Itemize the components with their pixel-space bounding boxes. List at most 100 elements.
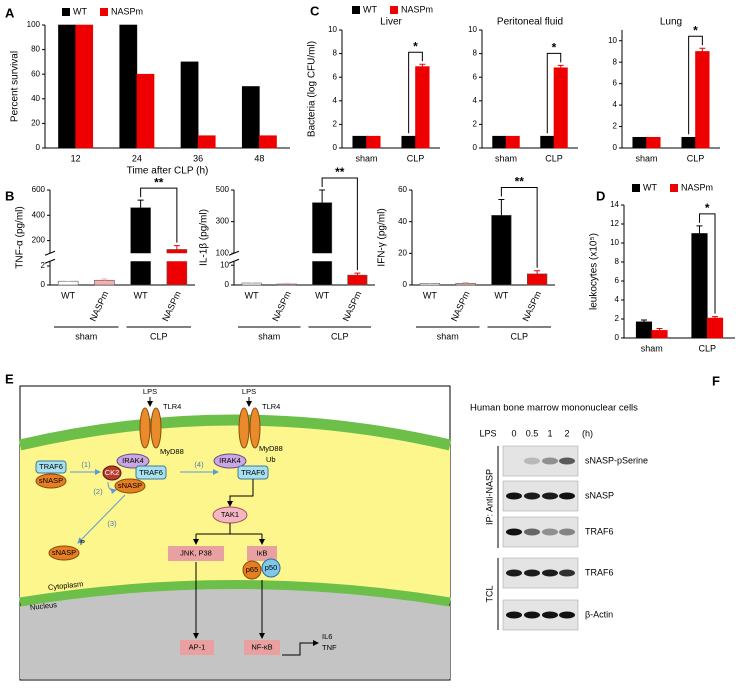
label: TLR4 (262, 402, 280, 411)
error-bar (696, 225, 703, 234)
legend-swatch (62, 8, 70, 16)
panel-label: D (596, 188, 605, 203)
blot-band (542, 457, 558, 465)
bar (635, 321, 653, 339)
legend-swatch (100, 8, 108, 16)
label: (4) (194, 460, 204, 469)
label: sNASP (39, 476, 63, 485)
blot-row-label: β-Actin (585, 609, 613, 619)
label: sNASP (52, 548, 76, 557)
y-axis-label: Percent survival (10, 51, 21, 122)
blot-band (542, 569, 558, 577)
y-tick-label: 0 (225, 280, 230, 289)
panel-label: C (310, 3, 320, 18)
y-tick-label: 4 (613, 100, 618, 109)
error-bar (426, 281, 433, 284)
y-tick-label: 0 (473, 143, 478, 152)
x-tick-label: sham (635, 153, 657, 163)
x-tick-label: sham (641, 343, 663, 353)
group-label: sham (258, 331, 280, 341)
y-tick-label: 8 (333, 49, 338, 58)
x-tick-label: 12 (71, 153, 81, 163)
y-tick-label: 10 (328, 25, 337, 34)
blot-band (506, 611, 522, 619)
label: TLR4 (163, 402, 181, 411)
error-bar (65, 279, 72, 282)
blot-band (559, 611, 575, 619)
legend-swatch (670, 184, 678, 192)
axis-break-mark (228, 250, 240, 264)
blot-band (506, 528, 522, 536)
legend-label: WT (643, 182, 657, 192)
y-tick-label: 0 (41, 280, 46, 289)
significance-bracket (408, 51, 423, 134)
label: Nucleus (29, 600, 57, 612)
bar (553, 67, 568, 149)
protein (48, 545, 80, 561)
bar (540, 135, 555, 149)
y-axis-label: TNF-α (pg/ml) (15, 206, 26, 268)
blot-row-label: sNASP (585, 490, 614, 500)
label: IL6 (322, 632, 332, 641)
x-tick-label: CLP (698, 343, 716, 353)
error-bar (699, 47, 706, 52)
protein (35, 460, 67, 474)
bar (646, 136, 661, 149)
y-tick-label: 600 (32, 185, 46, 194)
error-bar (656, 328, 663, 331)
y-tick-label: 2 (333, 120, 338, 129)
blot-band (506, 492, 522, 500)
x-tick-label: 24 (132, 153, 142, 163)
bar (419, 283, 441, 286)
legend-label: NASPm (111, 6, 143, 16)
error-bar (283, 282, 290, 285)
x-axis-label: Time after CLP (h) (127, 166, 209, 177)
blot-row-label: TRAF6 (585, 526, 614, 536)
axis-break (44, 253, 195, 262)
error-bar (419, 63, 426, 67)
bar (632, 136, 647, 149)
bar (259, 135, 277, 149)
bar (312, 202, 333, 286)
protein (35, 473, 67, 489)
blot-treatment: LPS (479, 428, 496, 438)
bar (347, 274, 368, 286)
y-tick-label: 60 (398, 185, 407, 194)
x-tick-label: WT (134, 290, 148, 300)
connector (196, 523, 262, 535)
nucleus-region (20, 588, 450, 679)
y-tick-label: 10 (468, 25, 477, 34)
y-tick-label: 6 (615, 276, 620, 285)
y-tick-label: 60 (31, 69, 40, 78)
significance-bracket (546, 52, 562, 134)
blot-group-label: TCL (484, 585, 494, 602)
label: (3) (107, 519, 117, 528)
bar (57, 280, 79, 286)
x-tick-label: NASPm (449, 290, 472, 323)
x-tick-label: sham (355, 153, 377, 163)
arrow (77, 494, 126, 544)
label: AP-1 (189, 642, 206, 651)
x-tick-label: WT (245, 290, 259, 300)
label: NF-κB (251, 642, 272, 651)
legend-swatch (390, 6, 398, 14)
bar (681, 136, 696, 149)
y-tick-label: 0 (333, 143, 338, 152)
y-axis-label: Bacteria (log CFU/ml) (307, 41, 318, 137)
error-bar (534, 270, 541, 274)
chart-title: Peritoneal fluid (497, 17, 563, 28)
y-tick-label: 8 (473, 49, 478, 58)
error-bar (557, 64, 564, 68)
protein-box (180, 640, 214, 655)
panel-label: A (5, 5, 15, 20)
y-tick-label: 8 (613, 57, 618, 66)
bar (119, 24, 138, 149)
x-tick-label: WT (61, 290, 75, 300)
y-axis-label: IFN-γ (pg/ml) (377, 208, 388, 266)
y-tick-label: 100 (27, 20, 41, 29)
bar (241, 282, 262, 286)
group-label: sham (75, 331, 97, 341)
label: CK2 (105, 468, 120, 477)
x-tick-label: NASPm (160, 290, 183, 323)
axis-break (228, 253, 375, 262)
